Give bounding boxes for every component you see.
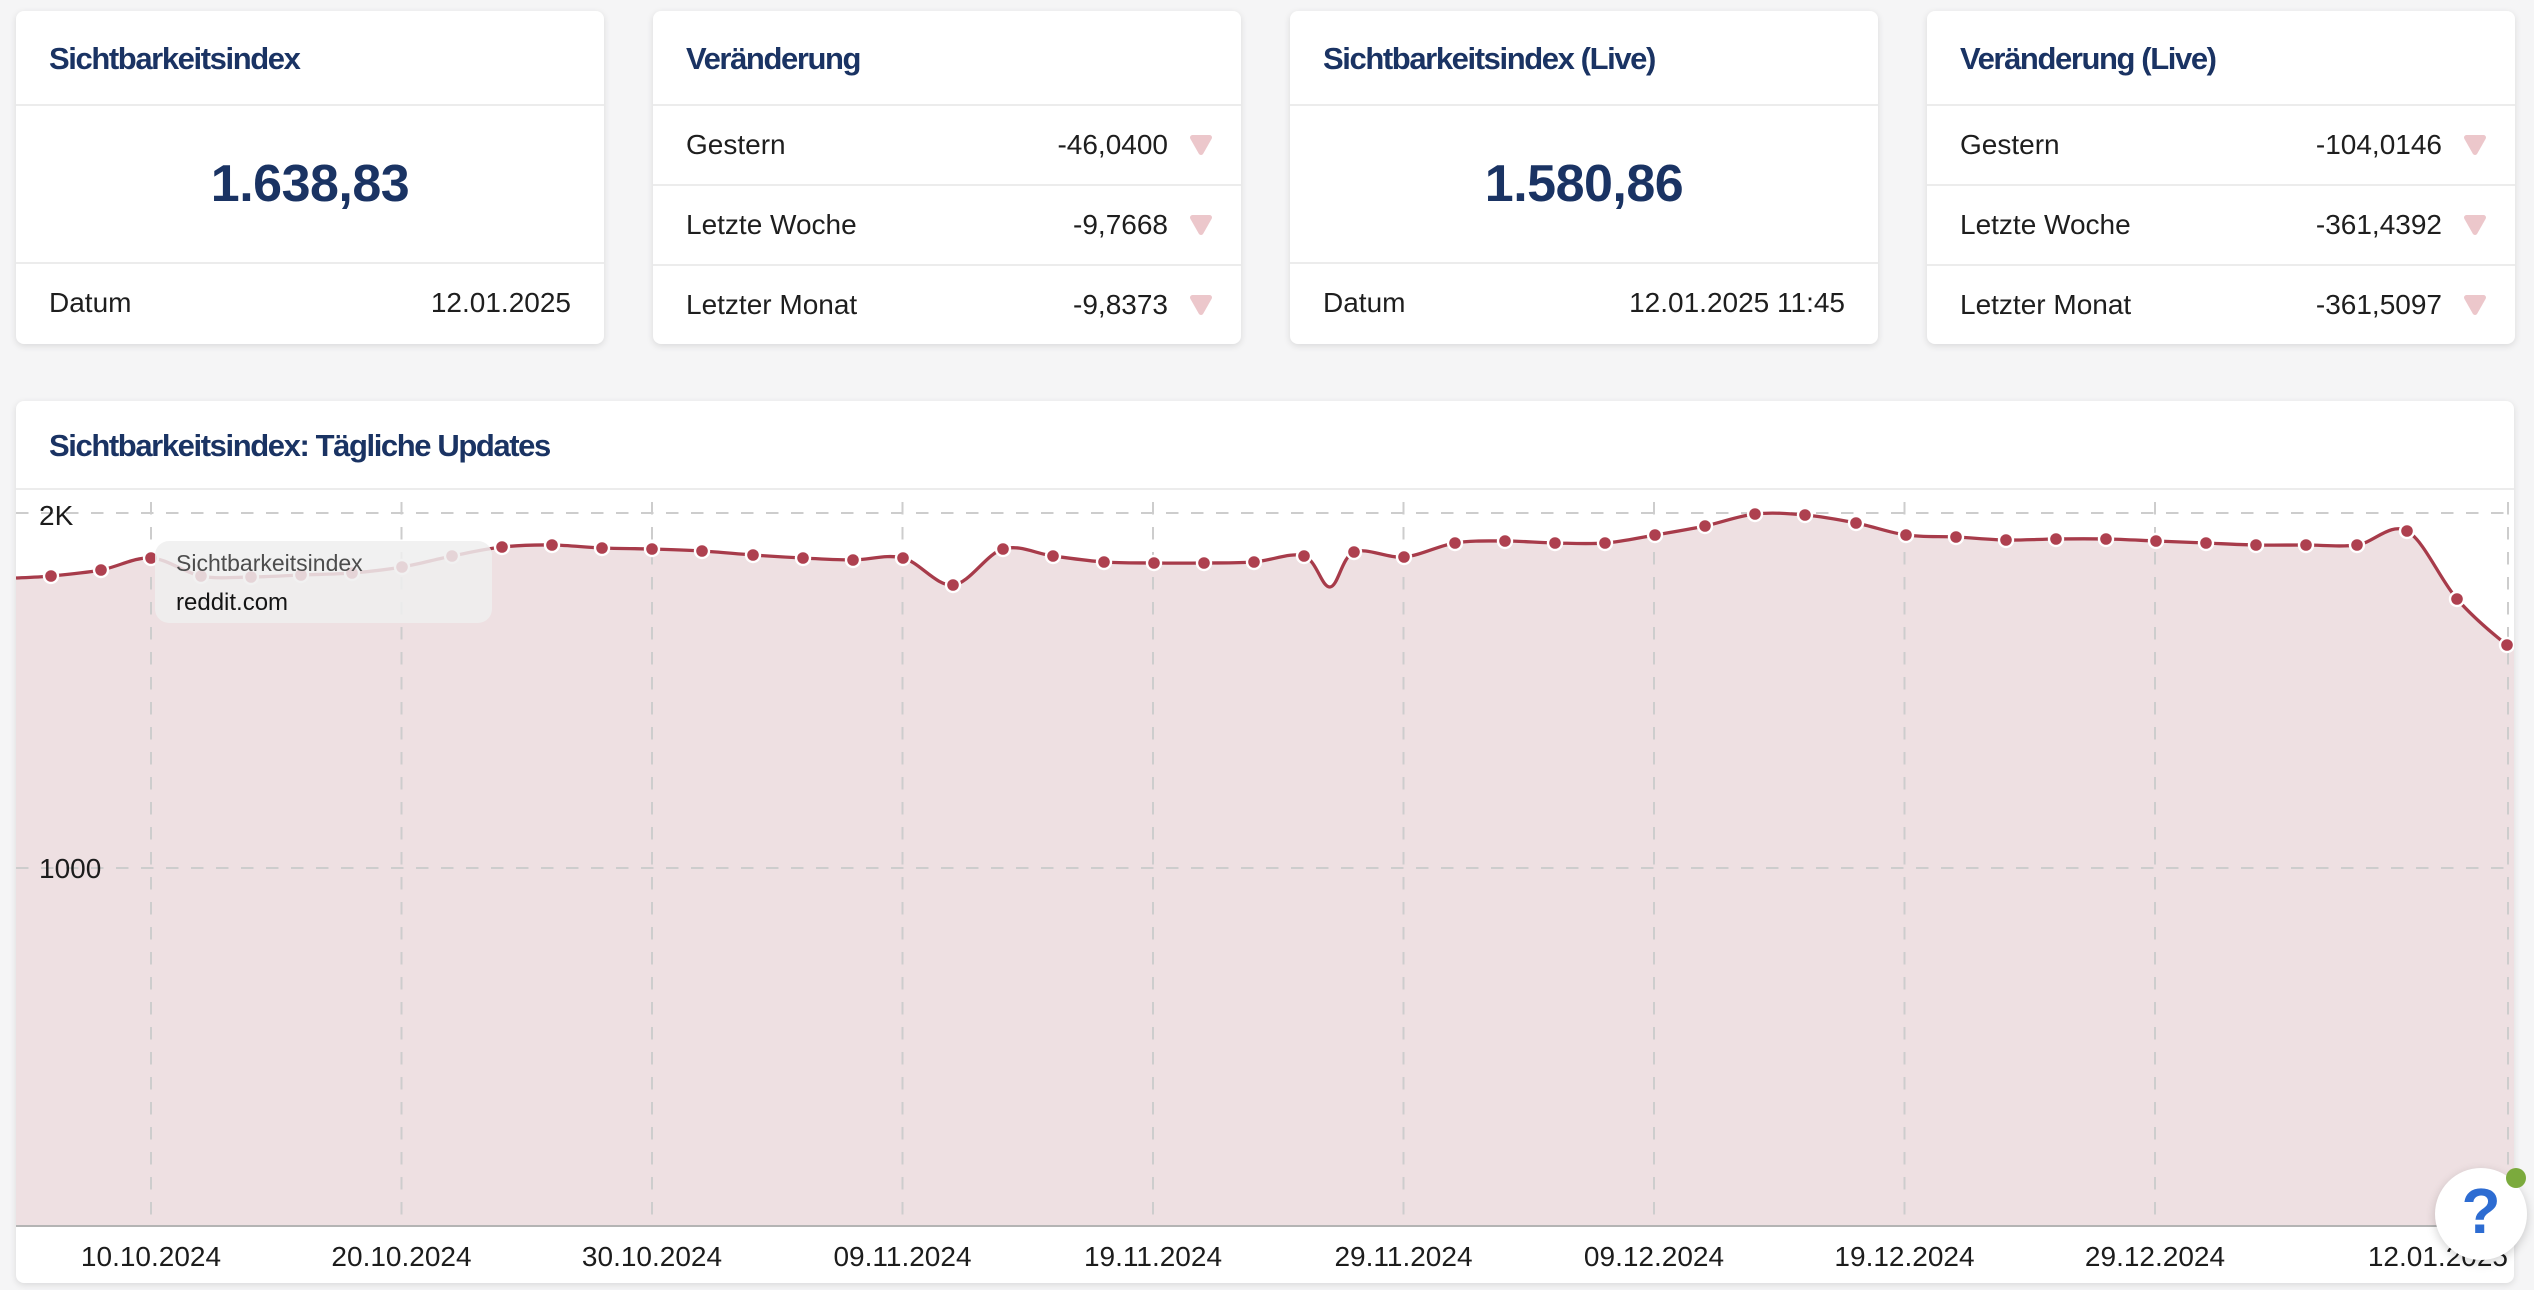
svg-text:29.11.2024: 29.11.2024 (1334, 1241, 1472, 1272)
svg-text:09.12.2024: 09.12.2024 (1584, 1241, 1724, 1272)
svg-text:09.11.2024: 09.11.2024 (833, 1241, 971, 1272)
svg-text:2K: 2K (39, 500, 74, 531)
svg-text:30.10.2024: 30.10.2024 (582, 1241, 722, 1272)
svg-text:29.12.2024: 29.12.2024 (2085, 1241, 2225, 1272)
svg-text:19.12.2024: 19.12.2024 (1834, 1241, 1974, 1272)
svg-text:19.11.2024: 19.11.2024 (1084, 1241, 1222, 1272)
svg-text:1000: 1000 (39, 853, 101, 884)
svg-text:20.10.2024: 20.10.2024 (331, 1241, 471, 1272)
svg-text:10.10.2024: 10.10.2024 (81, 1241, 221, 1272)
